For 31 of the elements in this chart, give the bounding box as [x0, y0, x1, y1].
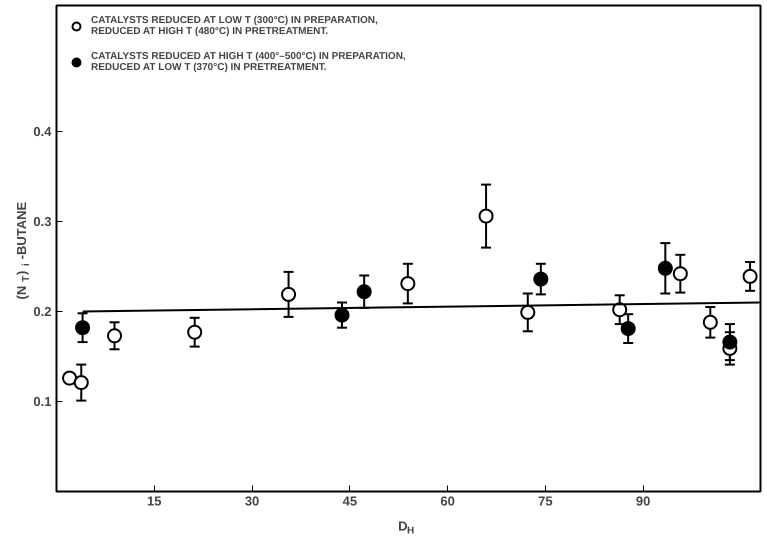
y-tick-label: 0.3: [33, 214, 52, 229]
point: [533, 272, 548, 287]
x-tick-label: 15: [147, 494, 162, 508]
point: [74, 375, 89, 390]
point: [520, 304, 536, 320]
y-tick-label: 0.2: [33, 304, 52, 319]
point: [356, 284, 372, 300]
point: [400, 276, 416, 292]
x-tick-label: 60: [440, 494, 455, 508]
point: [334, 308, 350, 323]
x-tick-label: 75: [538, 494, 553, 508]
x-tick-label: 30: [244, 494, 260, 508]
y-axis-title: (NT)i-BUTANE: [14, 202, 32, 300]
point: [702, 314, 718, 330]
x-tick-label: 45: [342, 494, 358, 508]
y-tick-label: 0.4: [33, 124, 52, 139]
point: [742, 268, 758, 284]
y-tick-label: 0.1: [33, 394, 52, 409]
legend-label: CATALYSTS REDUCED AT LOW T (300°C) IN PREPARATION, REDUCED AT HIGH T (480°C) IN PRETREATMENT.: [91, 15, 378, 37]
point: [658, 260, 673, 276]
point: [107, 328, 122, 344]
point: [478, 208, 494, 224]
point: [281, 286, 296, 302]
legend-label: CATALYSTS REDUCED AT HIGH T (400°–500°C) IN PREPARATION, REDUCED AT LOW T (370°C) IN PRETREATMENT.: [91, 51, 406, 73]
point: [62, 370, 78, 386]
point: [75, 320, 90, 336]
point: [722, 334, 738, 350]
point: [672, 266, 688, 282]
x-tick-label: 90: [636, 494, 650, 508]
point: [620, 321, 636, 336]
point: [187, 324, 202, 340]
